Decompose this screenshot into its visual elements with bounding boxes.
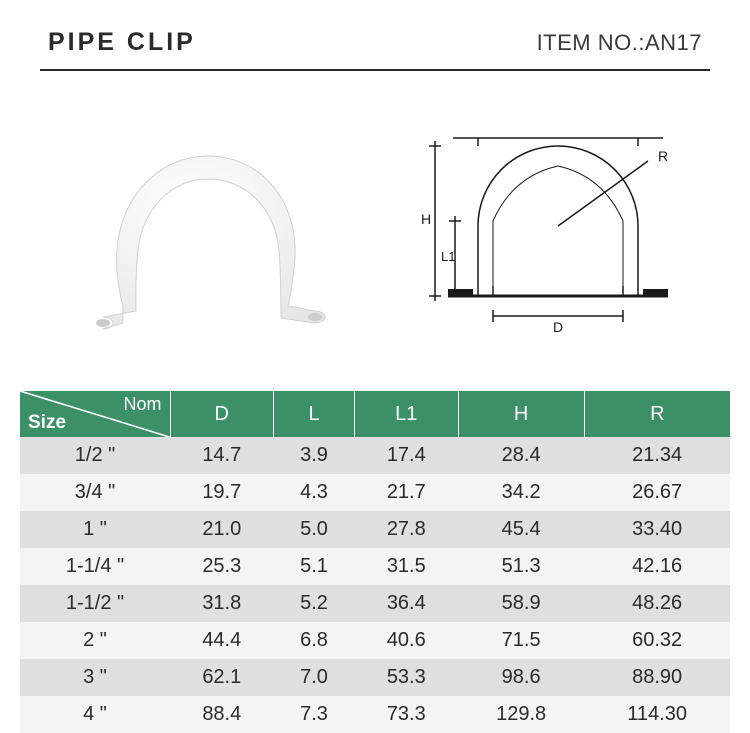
diagram-label-l1: L1	[441, 249, 455, 264]
item-number: ITEM NO.:AN17	[537, 30, 702, 56]
cell-r: 26.67	[584, 474, 730, 511]
header-size: Size	[28, 412, 66, 434]
cell-d: 25.3	[170, 548, 274, 585]
cell-d: 62.1	[170, 659, 274, 696]
cell-l1: 53.3	[355, 659, 459, 696]
table-header: Nom Size D L L1 H R	[20, 391, 730, 437]
cell-size: 1 "	[20, 511, 170, 548]
cell-h: 58.9	[458, 585, 584, 622]
spec-table-wrap: Nom Size D L L1 H R 1/2 "14.73.917.428.4…	[20, 391, 730, 733]
cell-l: 5.2	[274, 585, 355, 622]
cell-r: 42.16	[584, 548, 730, 585]
col-size-nom: Nom Size	[20, 391, 170, 437]
cell-size: 1-1/2 "	[20, 585, 170, 622]
cell-l1: 21.7	[355, 474, 459, 511]
cell-l: 7.0	[274, 659, 355, 696]
cell-l1: 31.5	[355, 548, 459, 585]
cell-r: 48.26	[584, 585, 730, 622]
cell-l: 5.0	[274, 511, 355, 548]
cell-size: 3 "	[20, 659, 170, 696]
cell-d: 88.4	[170, 696, 274, 733]
col-l: L	[274, 391, 355, 437]
table-row: 2 "44.46.840.671.560.32	[20, 622, 730, 659]
table-row: 3 "62.17.053.398.688.90	[20, 659, 730, 696]
cell-d: 31.8	[170, 585, 274, 622]
cell-h: 51.3	[458, 548, 584, 585]
header-nom: Nom	[123, 394, 161, 415]
page-title: PIPE CLIP	[48, 28, 196, 57]
diagram-label-h: H	[421, 211, 431, 227]
cell-l: 3.9	[274, 437, 355, 474]
cell-l: 5.1	[274, 548, 355, 585]
cell-size: 1-1/4 "	[20, 548, 170, 585]
cell-l: 7.3	[274, 696, 355, 733]
pipe-clip-diagram-icon: R H L1 D	[393, 106, 703, 356]
item-no-value: AN17	[645, 30, 702, 55]
table-row: 3/4 "19.74.321.734.226.67	[20, 474, 730, 511]
spec-table: Nom Size D L L1 H R 1/2 "14.73.917.428.4…	[20, 391, 730, 733]
table-row: 1-1/2 "31.85.236.458.948.26	[20, 585, 730, 622]
col-l1: L1	[355, 391, 459, 437]
cell-h: 34.2	[458, 474, 584, 511]
cell-d: 44.4	[170, 622, 274, 659]
cell-r: 60.32	[584, 622, 730, 659]
cell-h: 98.6	[458, 659, 584, 696]
cell-l1: 36.4	[355, 585, 459, 622]
cell-d: 19.7	[170, 474, 274, 511]
cell-size: 3/4 "	[20, 474, 170, 511]
cell-d: 21.0	[170, 511, 274, 548]
cell-r: 21.34	[584, 437, 730, 474]
header-divider	[40, 69, 710, 71]
cell-l1: 73.3	[355, 696, 459, 733]
diagram-label-r: R	[658, 148, 668, 164]
cell-h: 28.4	[458, 437, 584, 474]
cell-h: 45.4	[458, 511, 584, 548]
cell-l: 4.3	[274, 474, 355, 511]
table-row: 1-1/4 "25.35.131.551.342.16	[20, 548, 730, 585]
table-body: 1/2 "14.73.917.428.421.343/4 "19.74.321.…	[20, 437, 730, 733]
cell-size: 4 "	[20, 696, 170, 733]
cell-r: 88.90	[584, 659, 730, 696]
cell-r: 114.30	[584, 696, 730, 733]
cell-h: 71.5	[458, 622, 584, 659]
table-row: 1/2 "14.73.917.428.421.34	[20, 437, 730, 474]
col-h: H	[458, 391, 584, 437]
col-d: D	[170, 391, 274, 437]
cell-l1: 40.6	[355, 622, 459, 659]
cell-size: 2 "	[20, 622, 170, 659]
pipe-clip-photo-icon	[63, 111, 343, 351]
item-no-label: ITEM NO.:	[537, 30, 645, 55]
cell-size: 1/2 "	[20, 437, 170, 474]
images-row: R H L1 D	[40, 91, 710, 371]
table-row: 4 "88.47.373.3129.8114.30	[20, 696, 730, 733]
cell-l1: 17.4	[355, 437, 459, 474]
cell-l: 6.8	[274, 622, 355, 659]
cell-l1: 27.8	[355, 511, 459, 548]
table-row: 1 "21.05.027.845.433.40	[20, 511, 730, 548]
col-r: R	[584, 391, 730, 437]
cell-r: 33.40	[584, 511, 730, 548]
header: PIPE CLIP ITEM NO.:AN17	[0, 0, 750, 69]
cell-h: 129.8	[458, 696, 584, 733]
technical-diagram: R H L1 D	[385, 91, 710, 371]
product-photo	[40, 91, 365, 371]
cell-d: 14.7	[170, 437, 274, 474]
diagram-label-d: D	[553, 319, 563, 335]
